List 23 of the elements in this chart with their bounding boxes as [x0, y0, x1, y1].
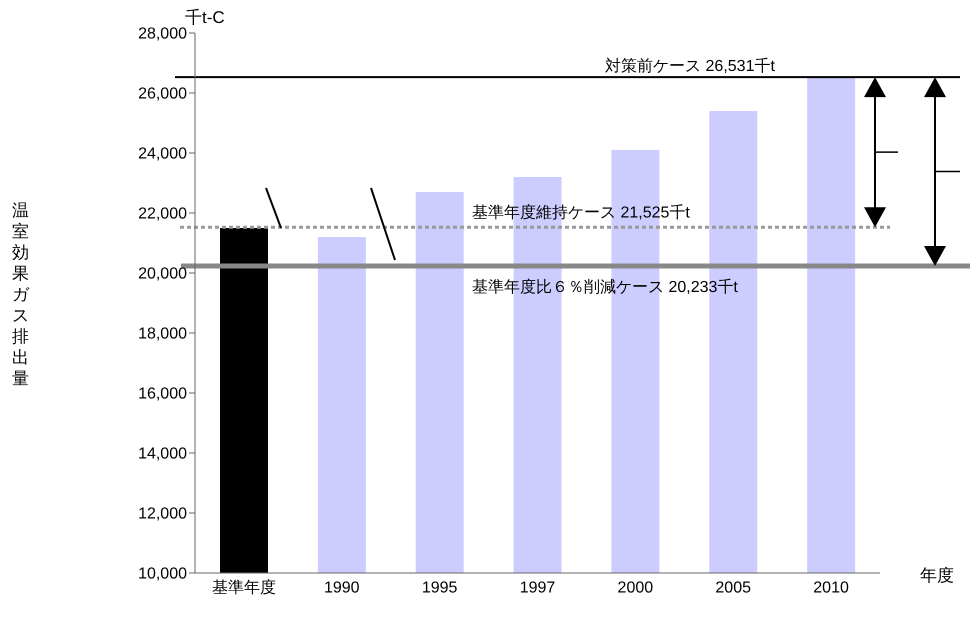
y-tick-label: 24,000 [138, 146, 188, 163]
ref-line-label: 基準年度維持ケース 21,525千t [472, 203, 690, 222]
x-tick-label: 1990 [324, 579, 360, 596]
y-tick-label: 14,000 [138, 446, 188, 463]
y-tick-label: 20,000 [138, 266, 188, 283]
y-tick-label: 10,000 [138, 566, 188, 583]
y-tick-label: 28,000 [138, 26, 188, 43]
ref-line-label: 基準年度比６％削減ケース 20,233千t [472, 278, 738, 296]
ref-line-label: 対策前ケース 26,531千t [605, 57, 776, 76]
text: 温室効果ガス排出量 [12, 201, 29, 388]
y-tick-label: 18,000 [138, 326, 188, 343]
y-tick-label: 16,000 [138, 386, 188, 403]
x-tick-label: 基準年度 [212, 578, 276, 596]
x-tick-label: 2010 [813, 579, 849, 596]
y-tick-label: 26,000 [138, 86, 188, 103]
text: 千t-C [185, 8, 225, 27]
x-tick-label: 2005 [715, 579, 752, 596]
x-axis-title: 年度 [920, 566, 954, 585]
x-tick-label: 1997 [520, 579, 556, 596]
y-tick-label: 22,000 [138, 206, 188, 223]
x-tick-label: 2000 [618, 579, 654, 596]
y-tick-label: 12,000 [138, 506, 188, 523]
x-tick-label: 1995 [422, 579, 458, 596]
